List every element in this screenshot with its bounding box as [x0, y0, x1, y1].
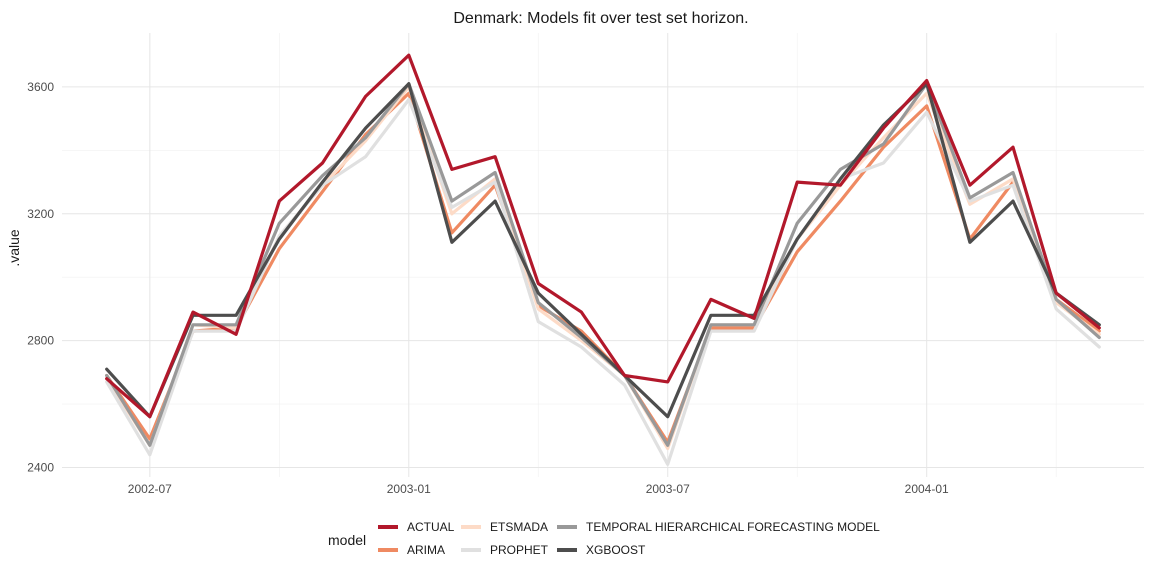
- series-line-actual: [105, 53, 1101, 419]
- x-tick-label: 2004-01: [905, 482, 949, 496]
- plot-panel: [62, 33, 1144, 477]
- x-tick-label: 2002-07: [128, 482, 172, 496]
- x-tick-label: 2003-01: [387, 482, 431, 496]
- x-axis: 2002-07 2003-01 2003-07 2004-01: [128, 482, 949, 496]
- legend-label-temporal-hierarchical-forecasting-model: TEMPORAL HIERARCHICAL FORECASTING MODEL: [586, 520, 880, 534]
- legend-label-prophet: PROPHET: [490, 543, 549, 557]
- y-tick-label: 3200: [27, 207, 54, 221]
- y-tick-label: 2800: [27, 334, 54, 348]
- grid: [62, 33, 1144, 477]
- x-tick-label: 2003-07: [646, 482, 690, 496]
- y-tick-label: 2400: [27, 460, 54, 474]
- legend-label-etsmada: ETSMADA: [490, 520, 548, 534]
- legend-label-actual: ACTUAL: [407, 520, 455, 534]
- legend-label-arima: ARIMA: [407, 543, 445, 557]
- y-axis-title: .value: [6, 229, 22, 267]
- legend: model ACTUAL ARIMA ETSMADA PROPHET TEMPORAL …: [328, 520, 880, 557]
- y-axis: 2400 2800 3200 3600: [27, 80, 54, 475]
- legend-title: model: [328, 532, 366, 548]
- legend-label-xgboost: XGBOOST: [586, 543, 646, 557]
- series-line-xgboost: [105, 82, 1101, 419]
- y-tick-label: 3600: [27, 80, 54, 94]
- chart-title: Denmark: Models fit over test set horizo…: [453, 10, 748, 27]
- series-lines: [105, 53, 1101, 466]
